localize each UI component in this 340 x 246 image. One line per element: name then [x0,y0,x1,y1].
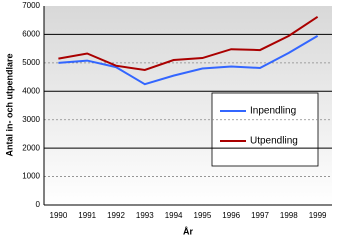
chart: Antal in- och utpendlare År 0 1000 2000 300… [4,1,332,236]
y-tick-label: 1000 [22,172,40,181]
y-axis-label: Antal in- och utpendlare [4,53,14,156]
x-tick-label: 1995 [194,211,212,220]
x-tick-label: 1998 [280,211,298,220]
legend-label: Utpendling [250,136,298,147]
y-tick-label: 7000 [22,1,40,10]
y-tick-label: 4000 [22,86,40,95]
y-tick-label: 0 [36,200,41,209]
line-series [58,15,319,71]
x-tick-label: 1994 [165,211,183,220]
y-tick-label: 3000 [22,115,40,124]
x-tick-label: 1999 [309,211,327,220]
y-tick-label: 5000 [22,58,40,67]
x-tick-label: 1996 [222,211,240,220]
line-series [58,34,319,86]
legend [211,92,319,167]
x-tick-label: 1991 [78,211,96,220]
legend-label: Inpendling [250,106,296,117]
x-tick-label: 1990 [50,211,68,220]
x-axis-label: År [183,226,193,236]
x-tick-label: 1992 [107,211,125,220]
y-tick-label: 2000 [22,143,40,152]
x-tick-label: 1997 [251,211,269,220]
y-tick-label: 6000 [22,30,40,39]
x-tick-label: 1993 [136,211,154,220]
